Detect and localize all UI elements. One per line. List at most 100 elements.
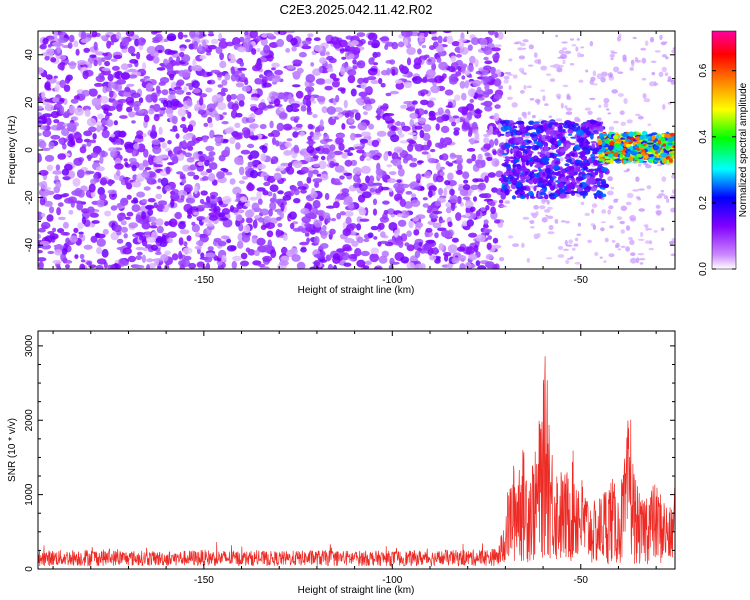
heatmap-cell xyxy=(482,92,490,98)
heatmap-cell xyxy=(369,188,376,193)
heatmap-cell xyxy=(393,146,404,154)
heatmap-cell xyxy=(565,220,570,224)
heatmap-cell xyxy=(671,189,675,195)
heatmap-cell xyxy=(38,257,47,262)
heatmap-cell xyxy=(624,139,631,142)
heatmap-cell xyxy=(631,63,635,67)
heatmap-cell xyxy=(38,132,42,137)
heatmap-cell xyxy=(639,231,644,238)
heatmap-cell xyxy=(188,262,197,269)
heatmap-cell xyxy=(521,161,526,169)
heatmap-cell xyxy=(124,87,131,93)
heatmap-cell xyxy=(276,208,281,215)
heatmap-cell xyxy=(461,108,468,116)
heatmap-cell xyxy=(369,253,380,263)
heatmap-cell xyxy=(651,135,656,141)
heatmap-cell xyxy=(126,148,134,154)
heatmap-cell xyxy=(561,47,568,51)
heatmap-cell xyxy=(368,123,375,130)
heatmap-cell xyxy=(196,204,206,210)
heatmap-cell xyxy=(343,172,353,176)
heatmap-cell xyxy=(44,154,55,162)
heatmap-cell xyxy=(521,242,525,248)
heatmap-cell xyxy=(292,221,299,225)
heatmap-cell xyxy=(583,167,589,170)
colorbar-tick-label: 0.2 xyxy=(698,196,709,210)
heatmap-cell xyxy=(218,200,224,205)
heatmap-cell xyxy=(283,150,292,156)
heatmap-cell xyxy=(623,98,628,104)
heatmap-cell xyxy=(182,139,187,148)
heatmap-cell xyxy=(306,140,316,145)
heatmap-cell xyxy=(295,90,304,99)
heatmap-cell xyxy=(356,223,362,231)
heatmap-cell xyxy=(81,216,86,225)
heatmap-cell xyxy=(93,59,98,67)
heatmap-cell xyxy=(626,168,631,171)
heatmap-cell xyxy=(86,141,92,147)
heatmap-cell xyxy=(671,142,675,147)
heatmap-cell xyxy=(143,76,151,79)
heatmap-cell xyxy=(99,150,108,158)
heatmap-cell xyxy=(128,74,138,79)
heatmap-cell xyxy=(400,104,407,110)
heatmap-cell xyxy=(429,97,437,101)
heatmap-cell xyxy=(445,202,452,208)
heatmap-cell xyxy=(451,237,459,243)
heatmap-cell xyxy=(597,151,603,155)
heatmap-cell xyxy=(297,225,304,232)
heatmap-cell xyxy=(123,158,128,162)
heatmap-cell xyxy=(563,248,569,251)
heatmap-cell xyxy=(557,64,564,68)
heatmap-cell xyxy=(344,210,354,217)
heatmap-cell xyxy=(470,184,479,190)
heatmap-cell xyxy=(91,220,100,224)
heatmap-cell xyxy=(389,171,397,176)
heatmap-cell xyxy=(458,40,464,50)
heatmap-cell xyxy=(371,139,380,148)
heatmap-cell xyxy=(437,44,444,52)
heatmap-cell xyxy=(543,141,549,148)
y-tick-label: 0 xyxy=(24,147,35,153)
heatmap-cell xyxy=(408,140,416,144)
heatmap-cell xyxy=(247,143,255,149)
heatmap-cell xyxy=(646,151,653,154)
heatmap-cell xyxy=(444,89,454,96)
heatmap-cell xyxy=(293,144,300,154)
heatmap-cell xyxy=(372,208,378,216)
heatmap-cell xyxy=(174,211,182,220)
heatmap-cell xyxy=(534,145,540,150)
heatmap-cell xyxy=(119,115,128,119)
heatmap-cell xyxy=(567,257,572,260)
heatmap-cell xyxy=(316,173,321,177)
heatmap-cell xyxy=(630,59,635,65)
heatmap-cell xyxy=(147,198,156,203)
heatmap-cell xyxy=(332,77,340,82)
heatmap-cell xyxy=(79,253,85,260)
heatmap-cell xyxy=(584,186,591,193)
heatmap-cell xyxy=(600,221,607,224)
heatmap-cell xyxy=(584,162,591,167)
heatmap-cell xyxy=(539,191,547,196)
heatmap-cell xyxy=(558,132,563,140)
heatmap-cell xyxy=(483,137,490,144)
heatmap-cell xyxy=(441,153,449,161)
heatmap-cell xyxy=(306,237,311,244)
heatmap-cell xyxy=(299,241,309,246)
heatmap-cell xyxy=(666,198,670,204)
heatmap-cell xyxy=(199,96,204,106)
heatmap-cell xyxy=(421,44,427,49)
heatmap-cell xyxy=(484,105,493,112)
heatmap-cell xyxy=(211,95,218,104)
heatmap-cell xyxy=(486,129,493,136)
heatmap-cell xyxy=(148,154,153,163)
heatmap-cell xyxy=(250,106,259,112)
heatmap-cell xyxy=(324,138,333,142)
heatmap-cell xyxy=(425,227,433,233)
heatmap-cell xyxy=(306,145,315,154)
heatmap-cell xyxy=(558,49,565,55)
heatmap-cell xyxy=(403,201,413,209)
heatmap-cell xyxy=(530,171,535,175)
heatmap-cell xyxy=(470,89,475,97)
